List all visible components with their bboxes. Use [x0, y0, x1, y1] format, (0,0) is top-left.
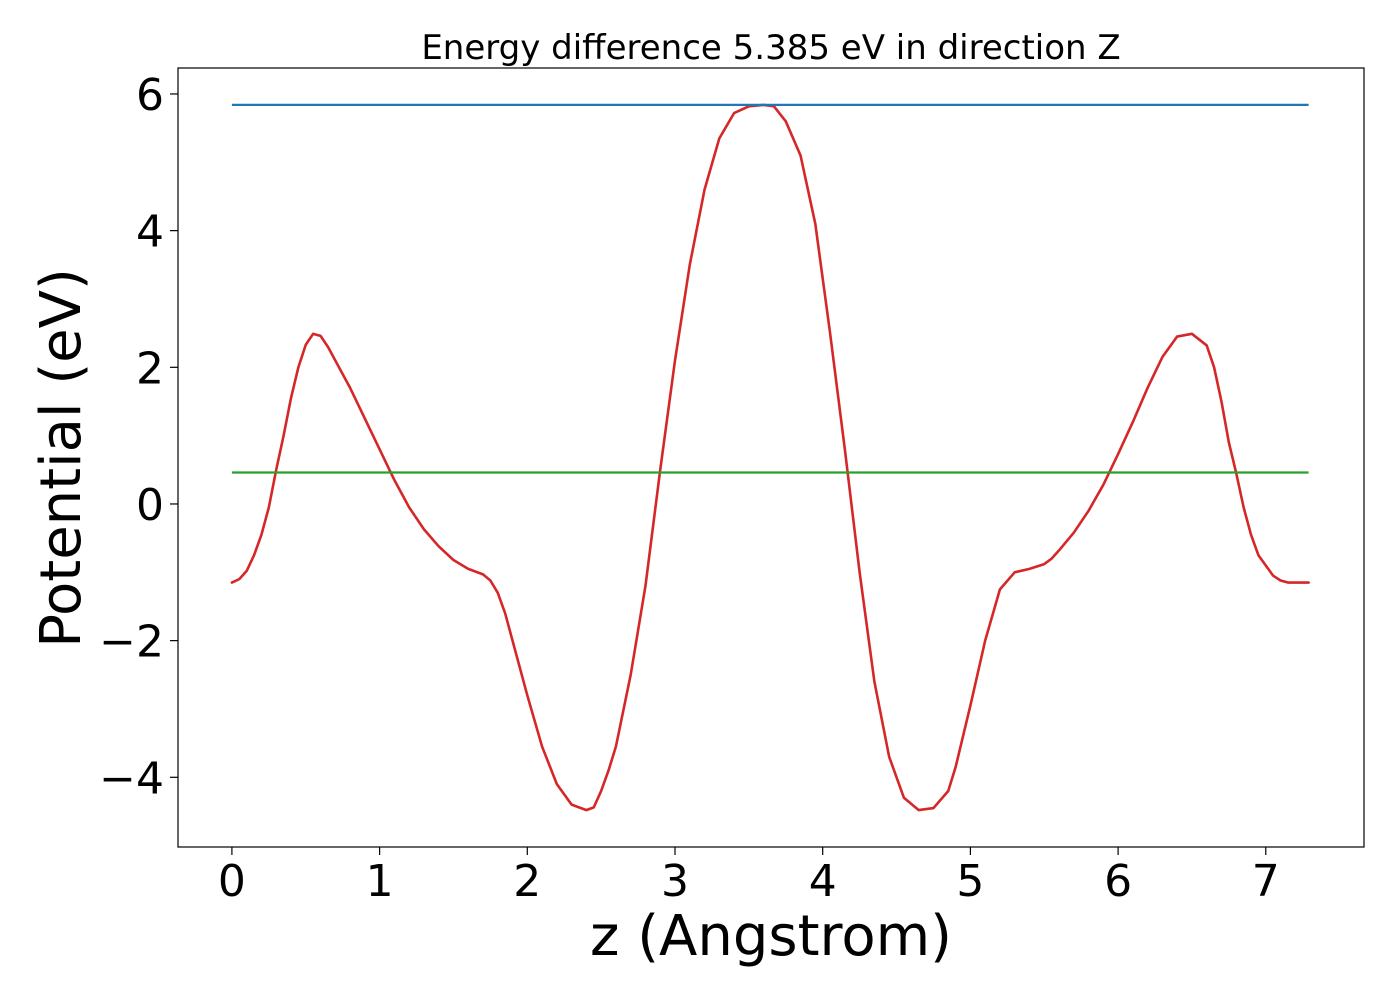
x-tick-label: 1 — [366, 856, 394, 907]
chart-title: Energy difference 5.385 eV in direction … — [421, 28, 1120, 68]
series-layer — [230, 103, 1310, 812]
x-tick-label: 0 — [218, 856, 246, 907]
y-tick-label: −2 — [99, 617, 164, 668]
x-tick-label: 5 — [956, 856, 984, 907]
x-tick-label: 3 — [661, 856, 689, 907]
y-tick-label: −4 — [99, 753, 164, 804]
x-axis-ticks: 0 1 2 3 4 5 6 7 — [218, 847, 1280, 907]
plot-area-frame — [177, 67, 1365, 848]
x-tick-label: 4 — [809, 856, 837, 907]
x-tick-label: 7 — [1252, 856, 1280, 907]
y-tick-label: 4 — [136, 207, 164, 258]
x-tick-label: 6 — [1104, 856, 1132, 907]
x-tick-label: 2 — [513, 856, 541, 907]
y-axis-label: Potential (eV) — [29, 268, 94, 648]
y-tick-label: 0 — [136, 480, 164, 531]
y-axis-ticks: −4 −2 0 2 4 6 — [99, 70, 178, 804]
y-tick-label: 6 — [136, 70, 164, 121]
x-axis-label: z (Angstrom) — [590, 904, 952, 969]
y-tick-label: 2 — [136, 343, 164, 394]
